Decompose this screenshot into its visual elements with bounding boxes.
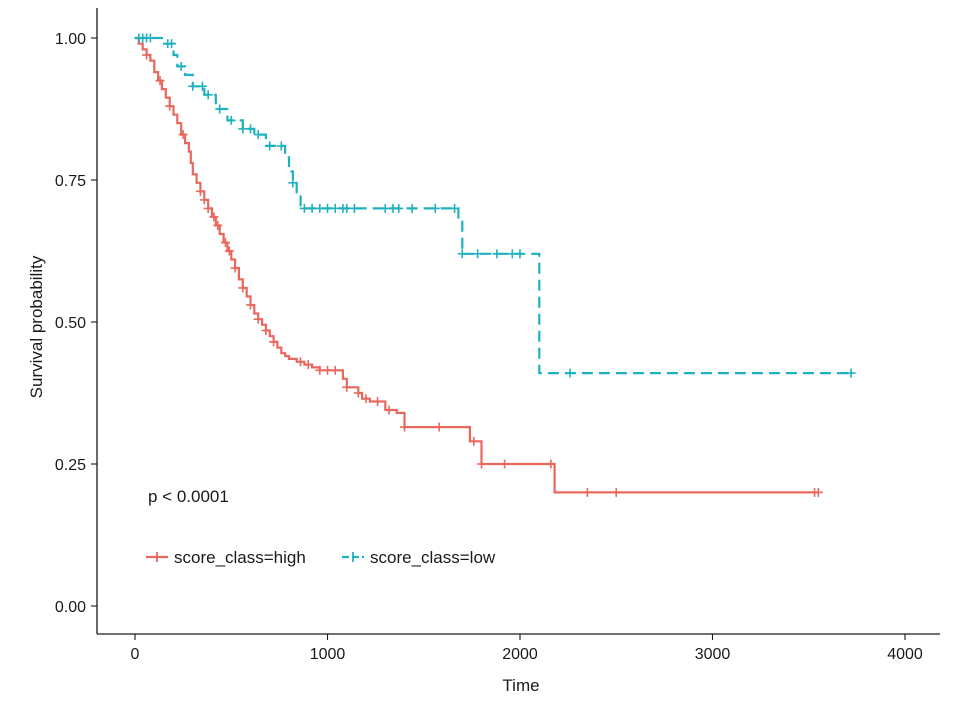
censor-mark	[492, 249, 502, 259]
x-tick-label: 4000	[887, 646, 923, 663]
x-tick-label: 0	[131, 646, 140, 663]
censor-mark	[299, 203, 309, 213]
censor-mark	[315, 365, 325, 375]
censor-mark	[469, 436, 479, 446]
legend-label: score_class=low	[370, 548, 496, 567]
censor-mark	[582, 487, 592, 497]
y-tick-label: 0.25	[55, 457, 86, 474]
censor-mark	[323, 365, 332, 375]
p-value-annotation: p < 0.0001	[148, 487, 229, 506]
censor-mark	[195, 186, 205, 196]
censor-mark	[315, 203, 325, 213]
censor-mark	[384, 405, 394, 415]
legend-label: score_class=high	[174, 548, 306, 567]
censor-mark	[213, 220, 223, 230]
censor-mark	[238, 124, 248, 134]
censor-mark	[238, 283, 248, 293]
censor-mark	[813, 487, 823, 497]
censor-mark	[349, 203, 359, 213]
censor-mark	[253, 130, 263, 140]
censor-mark	[288, 178, 298, 188]
censor-mark	[176, 61, 186, 71]
censor-mark	[220, 237, 230, 247]
legend-item-low: score_class=low	[342, 548, 496, 567]
censor-mark	[215, 104, 225, 114]
censor-mark	[450, 203, 460, 213]
censor-mark	[276, 141, 286, 151]
censor-mark	[209, 212, 219, 222]
censor-mark	[165, 101, 175, 111]
censor-mark	[361, 394, 371, 404]
censor-mark	[546, 459, 556, 469]
censor-mark	[342, 382, 352, 392]
censor-mark	[155, 76, 165, 86]
censor-mark	[323, 203, 332, 213]
censor-mark	[407, 203, 417, 213]
censor-mark	[203, 203, 213, 213]
censor-mark	[269, 337, 279, 347]
censor-mark	[224, 246, 234, 256]
censor-mark	[226, 115, 236, 125]
censor-mark	[611, 487, 621, 497]
censor-mark	[265, 141, 275, 151]
censor-mark	[434, 422, 444, 432]
censor-mark	[515, 249, 525, 259]
censor-mark	[145, 33, 155, 43]
censor-mark	[203, 90, 213, 100]
survival-curve-low	[135, 36, 852, 375]
censor-mark	[303, 360, 313, 370]
censor-mark	[342, 203, 352, 213]
curves	[135, 36, 852, 494]
y-axis-title: Survival probability	[27, 255, 46, 398]
legend-item-high: score_class=high	[146, 548, 306, 567]
censor-mark	[230, 263, 240, 273]
y-tick-label: 0.00	[55, 599, 86, 616]
censor-mark	[565, 368, 575, 378]
censor-mark	[500, 459, 510, 469]
censor-mark	[188, 81, 198, 91]
censor-mark	[296, 357, 306, 367]
censor-mark	[307, 203, 317, 213]
censor-mark	[199, 195, 209, 205]
censor-mark	[197, 81, 207, 91]
censor-mark	[477, 459, 486, 469]
censor-mark	[261, 326, 271, 336]
y-tick-label: 0.75	[55, 173, 86, 190]
censor-mark	[846, 368, 856, 378]
y-tick-label: 1.00	[55, 31, 86, 48]
censor-mark	[430, 203, 440, 213]
censor-mark	[373, 397, 383, 407]
y-tick-label: 0.50	[55, 315, 86, 332]
censor-mark	[394, 203, 404, 213]
legend: score_class=high score_class=low	[146, 548, 496, 567]
x-tick-label: 1000	[310, 646, 346, 663]
x-tick-label: 2000	[502, 646, 538, 663]
censor-mark	[473, 249, 483, 259]
censor-mark	[246, 124, 255, 134]
censor-mark	[246, 300, 255, 310]
censor-marks	[134, 33, 856, 497]
censor-mark	[178, 130, 188, 140]
survival-curve-high	[135, 36, 819, 494]
censor-mark	[507, 249, 517, 259]
x-tick-label: 3000	[695, 646, 731, 663]
censor-mark	[167, 39, 177, 49]
censor-mark	[253, 314, 263, 324]
censor-mark	[353, 388, 363, 398]
ticks: 0 1000 2000 3000 4000 0.00 0.25 0.50 0.75 1.00	[55, 31, 923, 663]
censor-mark	[330, 365, 340, 375]
censor-mark	[330, 203, 340, 213]
x-axis-title: Time	[502, 676, 539, 695]
censor-mark	[400, 422, 409, 432]
axes	[96, 8, 940, 635]
censor-mark	[457, 249, 467, 259]
censor-mark	[142, 50, 152, 60]
censor-mark	[380, 203, 390, 213]
